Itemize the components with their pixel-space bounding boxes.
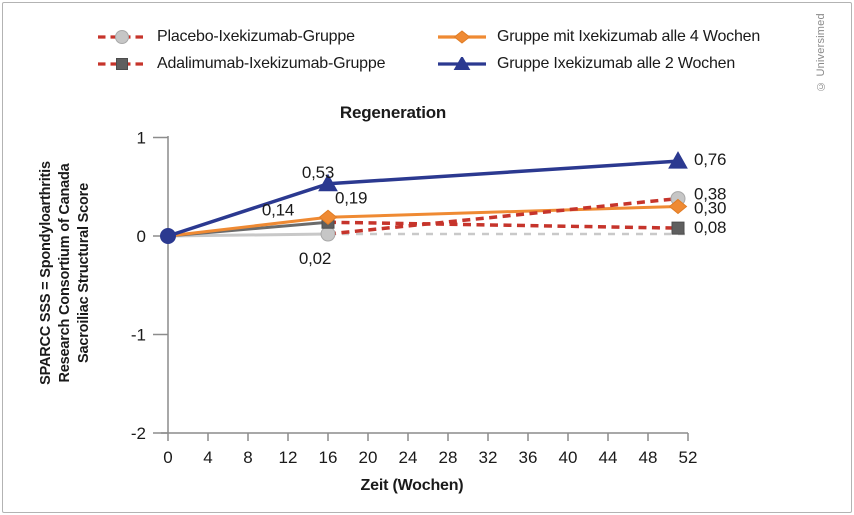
legend-item-ixe-q4w: Gruppe mit Ixekizumab alle 4 Wochen xyxy=(437,27,760,46)
value-label: 0,19 xyxy=(335,188,367,207)
y-tick-label: 0 xyxy=(137,227,146,246)
x-tick-label: 12 xyxy=(279,448,298,467)
legend-swatch-adalimumab-icon xyxy=(98,57,146,70)
x-tick-label: 28 xyxy=(439,448,458,467)
value-label: 0,76 xyxy=(694,150,726,169)
x-tick-label: 4 xyxy=(203,448,212,467)
diamond-marker xyxy=(318,209,338,225)
value-label: 0,38 xyxy=(694,185,726,204)
legend-swatch-placebo-icon xyxy=(98,29,146,44)
chart-title: Regeneration xyxy=(339,103,447,122)
legend-column-left: Placebo-Ixekizumab-Gruppe Adalimumab-Ixe… xyxy=(97,27,385,81)
legend-item-placebo: Placebo-Ixekizumab-Gruppe xyxy=(97,27,385,46)
legend-swatch-ixe-q4w-icon xyxy=(438,29,486,44)
legend-label-placebo: Placebo-Ixekizumab-Gruppe xyxy=(157,27,355,45)
y-tick-label: -2 xyxy=(131,424,146,443)
series-segment-ixe-q4w xyxy=(167,215,329,238)
series-segment-placebo xyxy=(167,232,329,238)
diamond-marker xyxy=(668,198,688,215)
x-tick-label: 24 xyxy=(399,448,418,467)
x-tick-label: 36 xyxy=(519,448,538,467)
legend-label-ixe-q4w: Gruppe mit Ixekizumab alle 4 Wochen xyxy=(497,27,761,45)
circle-marker xyxy=(160,228,176,244)
x-tick-label: 16 xyxy=(319,448,338,467)
x-tick-label: 32 xyxy=(479,448,498,467)
value-label: 0,30 xyxy=(694,198,726,217)
x-tick-label: 52 xyxy=(679,448,698,467)
square-marker xyxy=(671,221,685,235)
series-segment-ixe-q2w xyxy=(167,182,329,238)
x-tick-label: 48 xyxy=(639,448,658,467)
value-label: 0,02 xyxy=(299,249,331,268)
circle-marker xyxy=(115,29,129,44)
series-segment-placebo xyxy=(327,196,679,236)
y-axis-title-line3: Sacroiliac Structural Score xyxy=(76,183,92,363)
legend-swatch-ixe-q2w-icon xyxy=(438,56,486,70)
legend-item-ixe-q2w: Gruppe Ixekizumab alle 2 Wochen xyxy=(437,54,760,73)
circle-marker xyxy=(320,226,336,242)
y-axis-title-line1: SPARCC SSS = Spondyloarthritis xyxy=(38,161,54,385)
diamond-marker xyxy=(453,29,471,44)
triangle-marker xyxy=(318,173,338,192)
x-tick-label: 0 xyxy=(163,448,172,467)
x-tick-label: 40 xyxy=(559,448,578,467)
x-tick-label: 20 xyxy=(359,448,378,467)
series-segment-adalimumab xyxy=(327,220,679,230)
value-label: 0,14 xyxy=(262,201,294,220)
y-tick-label: -1 xyxy=(131,326,146,345)
triangle-marker xyxy=(668,151,688,169)
value-label: 0,08 xyxy=(694,218,726,237)
square-marker xyxy=(116,57,128,70)
x-tick-label: 8 xyxy=(243,448,252,467)
value-label: 0,53 xyxy=(302,163,334,182)
x-tick-label: 44 xyxy=(599,448,618,467)
series-segment-ixe-q2w xyxy=(327,159,679,186)
series-segment-ixe-q4w xyxy=(327,204,679,219)
copyright-credit: © Universimed xyxy=(815,13,827,92)
y-tick-label: 1 xyxy=(137,129,146,148)
triangle-marker xyxy=(453,56,471,70)
x-axis-title: Zeit (Wochen) xyxy=(360,477,464,494)
legend-column-right: Gruppe mit Ixekizumab alle 4 Wochen Grup… xyxy=(437,27,760,81)
legend-label-ixe-q2w: Gruppe Ixekizumab alle 2 Wochen xyxy=(497,54,736,72)
legend-label-adalimumab: Adalimumab-Ixekizumab-Gruppe xyxy=(157,54,386,72)
legend-item-adalimumab: Adalimumab-Ixekizumab-Gruppe xyxy=(97,54,385,73)
y-axis-title: SPARCC SSS = Spondyloarthritis Research … xyxy=(37,143,97,403)
y-axis-title-line2: Research Consortium of Canada xyxy=(57,163,73,383)
